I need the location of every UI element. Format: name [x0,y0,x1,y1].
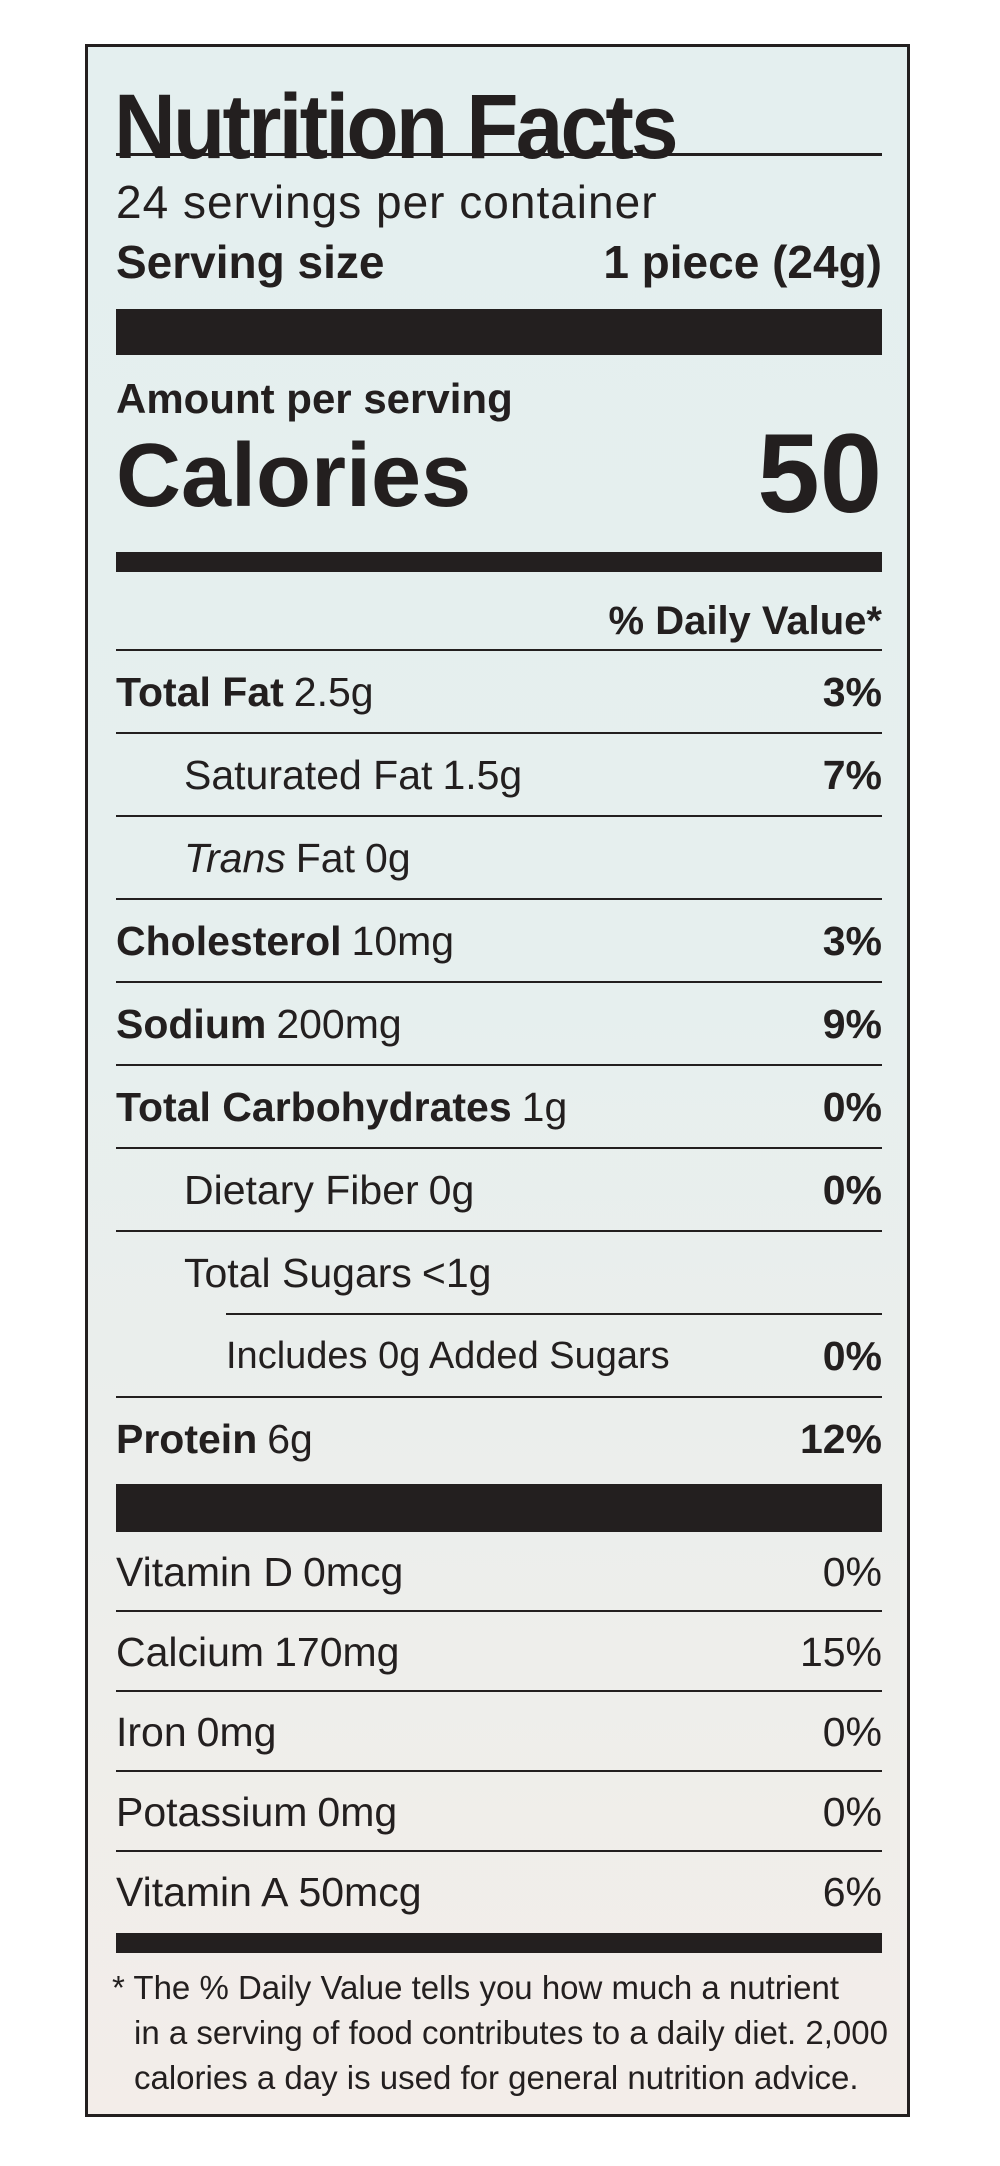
nutrient-name: Total Sugars [184,1250,412,1296]
calories-label: Calories [116,426,472,526]
rule [116,898,882,900]
nutrient-name: Sodium [116,1001,267,1047]
thick-bar [116,552,882,572]
nutrient-row: Trans Fat 0g [116,817,882,900]
daily-value-header: % Daily Value* [608,599,882,643]
rule [116,1230,882,1232]
thick-bar [116,309,882,355]
vitamin-dv: 0% [822,1708,882,1755]
rule [116,1147,882,1149]
rule [116,1690,882,1692]
vitamin-row: Vitamin A 50mcg 6% [116,1852,882,1932]
calories-value: 50 [757,411,882,536]
nutrient-row: Dietary Fiber 0g 0% [116,1149,882,1232]
vitamin-amount: 170mg [274,1628,400,1675]
nutrient-dv: 3% [822,918,882,964]
rule [116,1770,882,1772]
nutrient-name: Includes 0g Added Sugars [226,1335,670,1377]
nutrient-row: Protein 6g 12% [116,1398,882,1481]
nutrient-amount: <1g [421,1250,492,1296]
vitamin-amount: 0mcg [302,1548,404,1595]
nutrient-dv: 12% [799,1416,882,1462]
nutrient-name: Fat [295,835,356,881]
nutrient-amount: 1g [521,1084,568,1130]
nutrient-amount: 6g [267,1416,313,1462]
nutrient-amount: 0g [428,1167,475,1213]
title: Nutrition Facts [114,76,679,178]
nutrition-label: Nutrition Facts 24 servings per containe… [85,44,910,2117]
nutrient-name: Protein [116,1416,258,1462]
nutrient-name: Total Fat [116,669,284,715]
rule [226,1313,882,1315]
vitamin-amount: 0mg [196,1708,277,1755]
nutrient-name: Dietary Fiber [184,1167,419,1213]
nutrient-dv: 7% [822,752,882,798]
vitamin-dv: 0% [822,1548,882,1595]
serving-size-value: 1 piece (24g) [603,236,882,288]
rule [116,153,882,156]
footnote-line: calories a day is used for general nutri… [134,2059,859,2096]
amount-per-serving: Amount per serving [116,375,513,422]
vitamin-row: Potassium 0mg 0% [116,1772,882,1852]
vitamin-name: Potassium [116,1788,308,1835]
rule [116,649,882,651]
nutrient-dv: 0% [822,1333,882,1379]
footnote-line: in a serving of food contributes to a da… [134,2014,888,2051]
vitamin-row: Calcium 170mg 15% [116,1612,882,1692]
vitamin-name: Iron [116,1708,187,1755]
nutrient-row: Cholesterol 10mg 3% [116,900,882,983]
thick-bar [116,1933,882,1953]
vitamin-name: Vitamin D [116,1548,293,1595]
footnote-line: * The % Daily Value tells you how much a… [112,1969,839,2006]
nutrient-dv: 0% [822,1084,882,1130]
nutrient-amount: 0g [365,835,411,881]
vitamin-dv: 6% [822,1868,882,1915]
vitamin-name: Calcium [116,1628,265,1675]
nutrient-prefix: Trans [184,835,286,881]
nutrient-amount: 200mg [276,1001,402,1047]
rule [116,1850,882,1852]
rule [116,815,882,817]
vitamin-dv: 15% [799,1628,882,1675]
vitamin-row: Vitamin D 0mcg 0% [116,1532,882,1612]
nutrient-dv: 9% [822,1001,882,1047]
vitamin-name: Vitamin A [116,1868,289,1915]
vitamin-amount: 50mcg [298,1868,422,1915]
nutrient-row: Sodium 200mg 9% [116,983,882,1066]
nutrient-name: Cholesterol [116,918,342,964]
vitamin-row: Iron 0mg 0% [116,1692,882,1772]
servings: 24 servings per container [116,176,658,228]
rule [116,1610,882,1612]
rule [116,1064,882,1066]
nutrient-row: Includes 0g Added Sugars 0% [116,1315,882,1398]
nutrient-row: Total Sugars <1g [116,1232,882,1315]
vitamin-amount: 0mg [317,1788,398,1835]
vitamin-dv: 0% [822,1788,882,1835]
nutrient-row: Total Carbohydrates 1g 0% [116,1066,882,1149]
rule [116,1396,882,1398]
serving-size-label: Serving size [116,236,385,288]
thick-bar [116,1484,882,1532]
nutrient-amount: 10mg [351,918,455,964]
nutrient-amount: 2.5g [293,669,374,715]
nutrient-amount: 1.5g [442,752,523,798]
nutrient-name: Total Carbohydrates [116,1084,512,1130]
nutrient-dv: 3% [822,669,882,715]
nutrient-dv: 0% [822,1167,882,1213]
rule [116,732,882,734]
nutrient-row: Total Fat 2.5g 3% [116,651,882,734]
rule [116,981,882,983]
nutrient-row: Saturated Fat 1.5g 7% [116,734,882,817]
nutrient-name: Saturated Fat [184,752,433,798]
